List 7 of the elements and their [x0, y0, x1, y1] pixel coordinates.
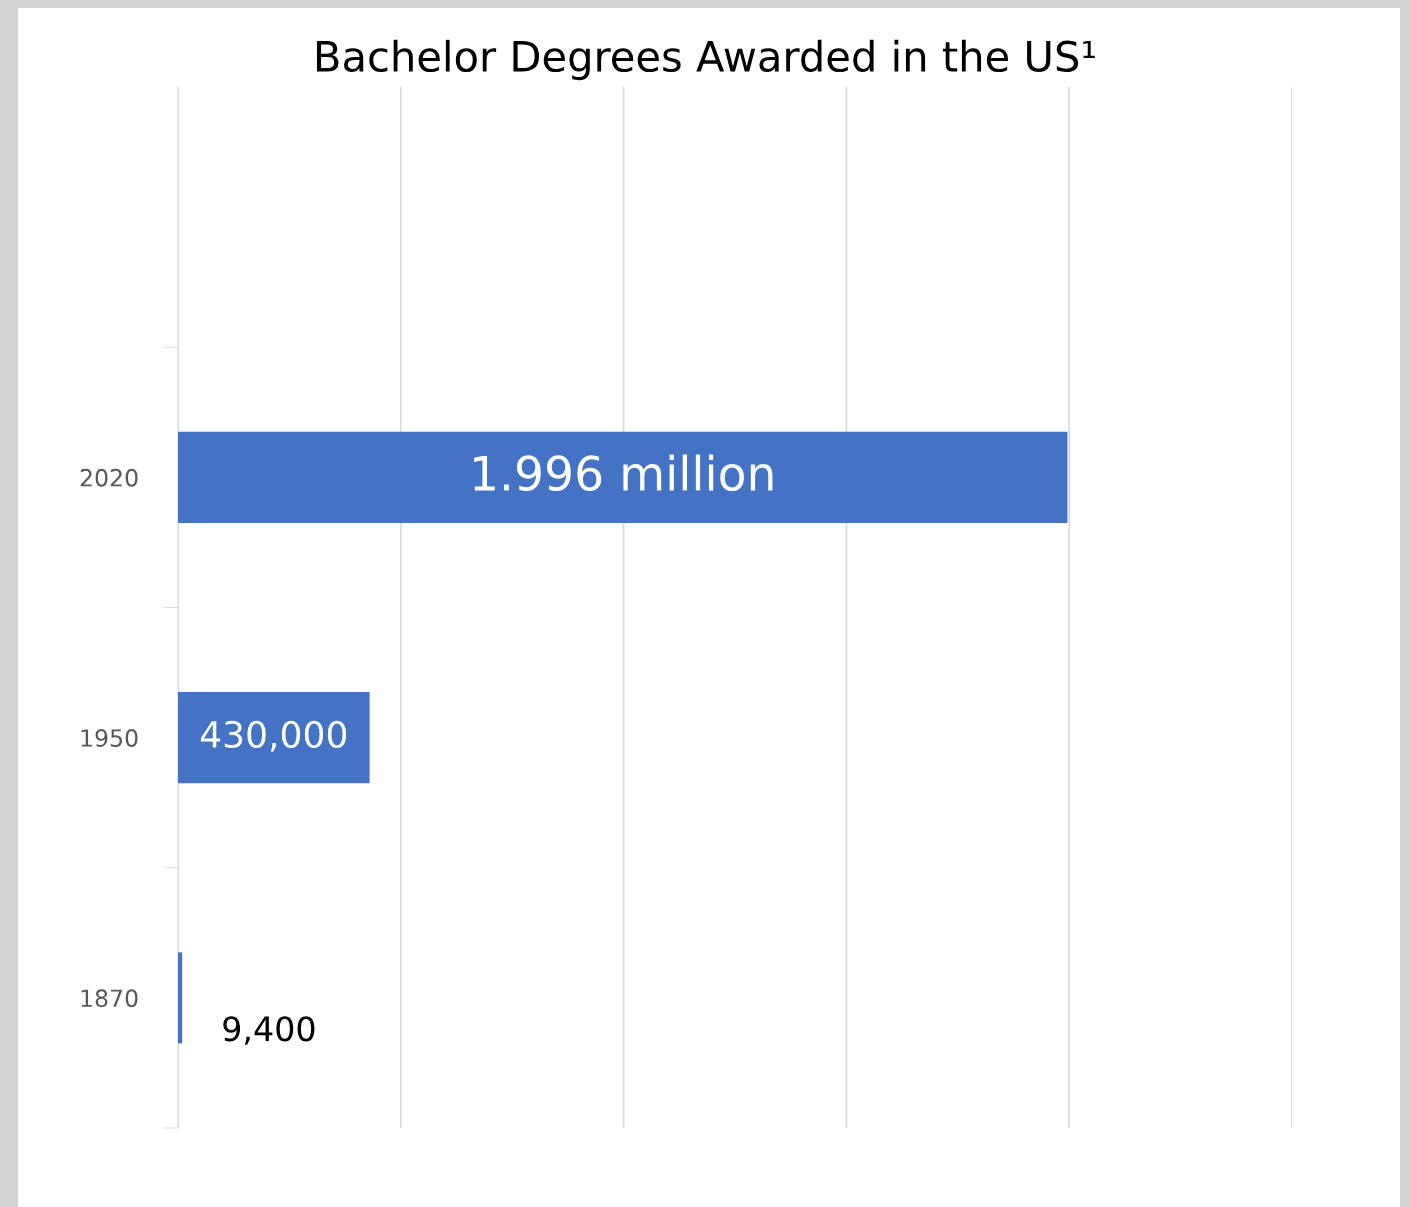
data-label: 430,000	[200, 720, 347, 752]
y-tick-label: 2020	[80, 468, 138, 487]
y-tick-label: 1870	[81, 989, 138, 1008]
chart-title: Bachelor Degrees Awarded in the US¹	[316, 39, 1095, 81]
data-label: 9,400	[223, 1016, 315, 1045]
data-label: 1.996 million	[474, 454, 773, 492]
y-tick-label: 1950	[81, 729, 138, 747]
